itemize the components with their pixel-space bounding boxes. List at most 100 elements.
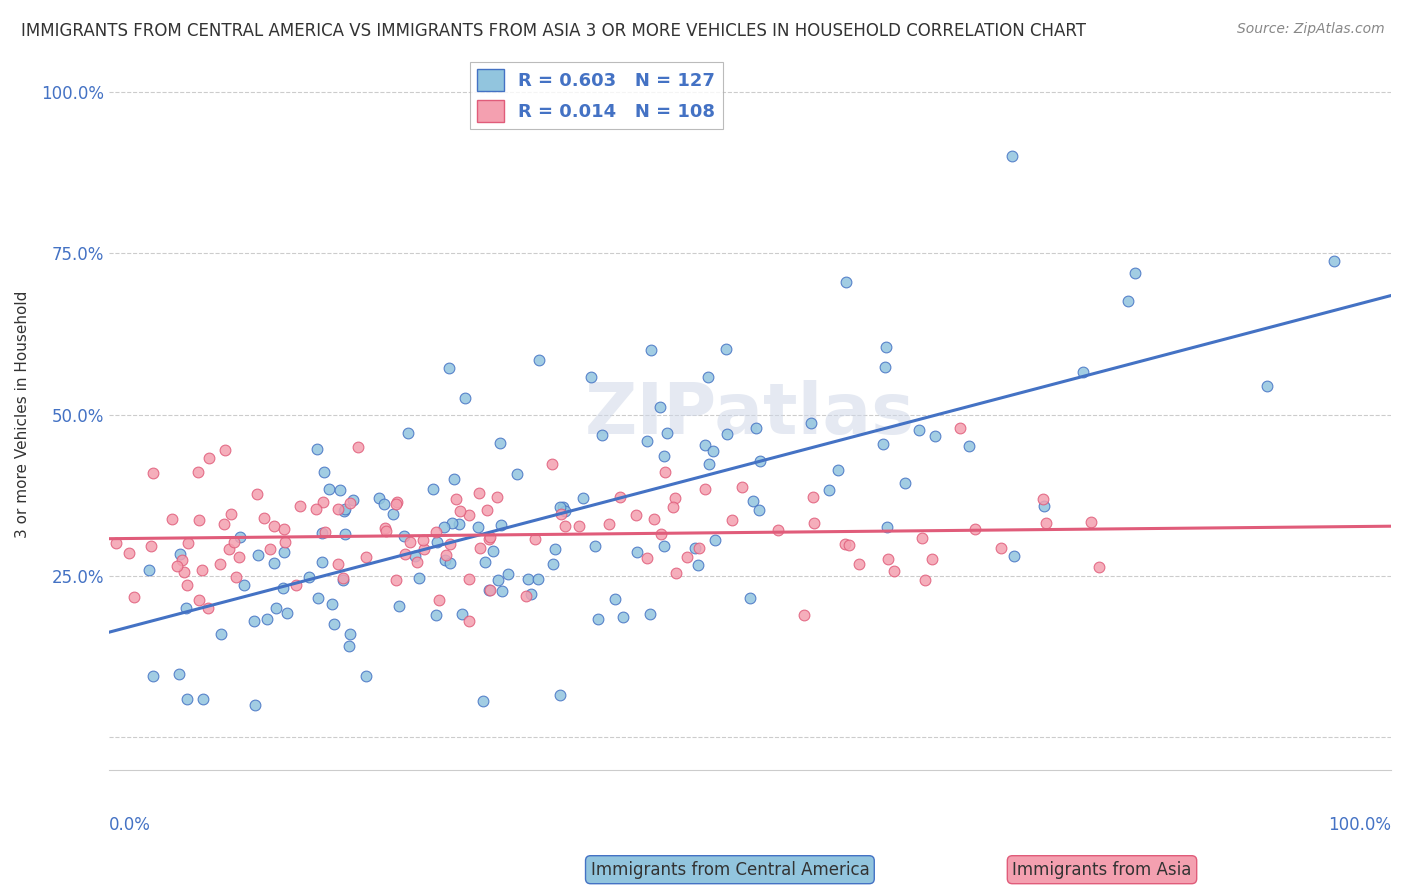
Point [273,523,295,537]
Point [478,583,501,598]
Point [339,496,361,510]
Point [624,508,647,523]
Point [875,360,897,375]
Point [408,571,430,585]
Point [1323,253,1346,268]
Point [481,544,503,558]
Point [544,542,567,557]
Point [141,669,163,683]
Point [311,555,333,569]
Point [218,541,240,556]
Point [571,491,593,506]
Point [142,466,165,480]
Point [212,517,235,532]
Point [640,343,662,358]
Point [875,341,897,355]
Point [661,500,683,514]
Point [425,524,447,539]
Point [160,512,183,526]
Point [990,541,1012,556]
Point [122,590,145,604]
Point [396,425,419,440]
Point [451,607,474,622]
Point [965,522,987,536]
Point [543,557,565,571]
Point [654,465,676,479]
Point [485,490,508,504]
Point [263,556,285,570]
Point [803,516,825,530]
Point [478,533,501,547]
Point [176,692,198,706]
Point [354,669,377,683]
Point [721,513,744,527]
Point [609,490,631,504]
Point [640,607,662,622]
Point [458,572,481,586]
Point [693,437,716,451]
Point [321,597,343,611]
Point [1256,379,1278,393]
Point [285,578,308,592]
Point [697,457,720,471]
Point [439,556,461,570]
Point [568,519,591,533]
Point [768,523,790,537]
Point [222,535,245,549]
Point [188,592,211,607]
Point [176,600,198,615]
Point [636,550,658,565]
Point [468,485,491,500]
Point [454,391,477,405]
Point [652,539,675,553]
Point [288,500,311,514]
Point [339,626,361,640]
Point [449,503,471,517]
Point [367,491,389,506]
Point [434,548,457,562]
Point [588,612,610,626]
Point [834,537,856,551]
Point [273,535,295,549]
Point [1032,492,1054,507]
Point [439,537,461,551]
Point [426,535,449,549]
Legend: R = 0.603   N = 127, R = 0.014   N = 108: R = 0.603 N = 127, R = 0.014 N = 108 [470,62,723,129]
Point [404,549,426,563]
Point [437,361,460,376]
Text: Source: ZipAtlas.com: Source: ZipAtlas.com [1237,22,1385,37]
Point [541,457,564,471]
Point [835,276,858,290]
Point [394,547,416,561]
Point [686,558,709,572]
Text: 100.0%: 100.0% [1329,816,1391,834]
Point [197,601,219,615]
Point [458,508,481,523]
Point [375,524,398,538]
Point [515,589,537,603]
Point [643,512,665,526]
Y-axis label: 3 or more Vehicles in Household: 3 or more Vehicles in Household [15,291,30,539]
Point [693,482,716,496]
Point [433,520,456,534]
Point [337,640,360,654]
Point [191,691,214,706]
Point [434,553,457,567]
Point [921,551,943,566]
Point [198,451,221,466]
Point [381,508,404,522]
Point [818,483,841,497]
Text: IMMIGRANTS FROM CENTRAL AMERICA VS IMMIGRANTS FROM ASIA 3 OR MORE VEHICLES IN HO: IMMIGRANTS FROM CENTRAL AMERICA VS IMMIG… [21,22,1085,40]
Point [838,538,860,552]
Point [793,608,815,623]
Point [311,526,333,541]
Point [170,553,193,567]
Point [347,440,370,454]
Text: ZIPatlas: ZIPatlas [585,380,915,450]
Point [243,614,266,628]
Point [872,436,894,450]
Point [1002,549,1025,564]
Point [876,520,898,534]
Point [1088,559,1111,574]
Point [827,463,849,477]
